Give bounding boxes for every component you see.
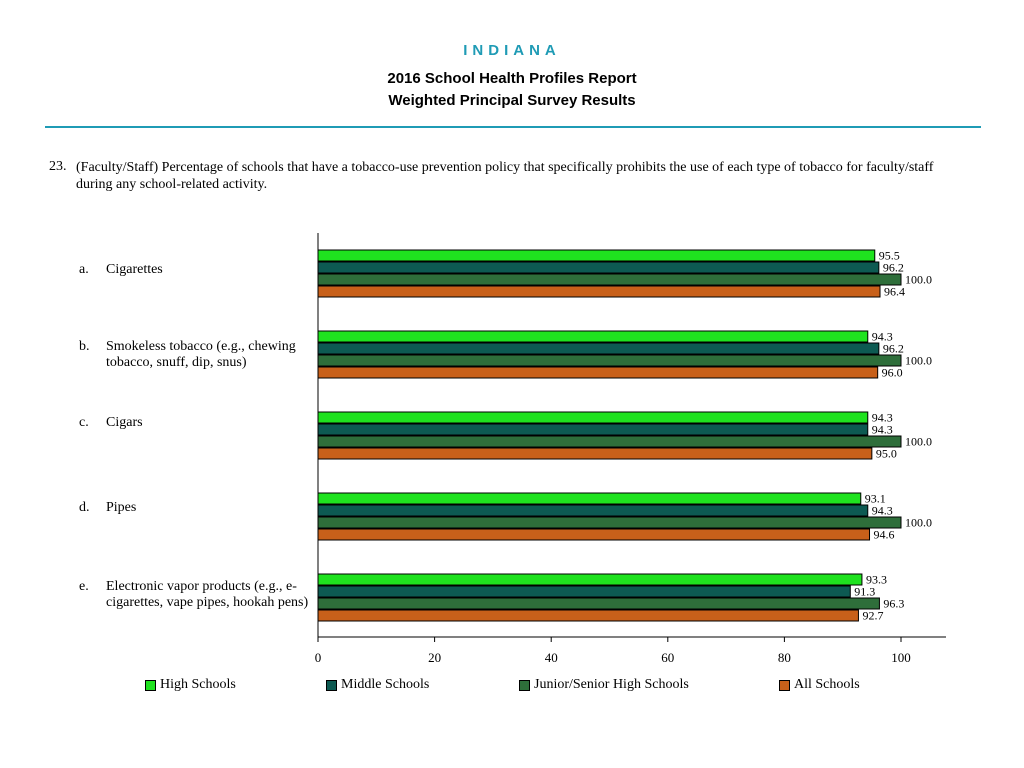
report-subtitle: Weighted Principal Survey Results xyxy=(388,92,636,109)
category-label: Smokeless tobacco (e.g., chewing tobacco… xyxy=(106,339,296,370)
category-letter: a. xyxy=(79,262,89,277)
bar-value-label: 94.3 xyxy=(872,411,893,425)
bar xyxy=(317,597,880,610)
bar xyxy=(317,330,869,343)
legend-label: All Schools xyxy=(794,677,860,692)
report-title: 2016 School Health Profiles Report xyxy=(387,70,637,87)
bar-value-label: 96.4 xyxy=(884,285,905,299)
bar xyxy=(317,573,863,586)
category-label: Cigars xyxy=(106,415,143,430)
bar xyxy=(317,261,880,274)
bar xyxy=(317,585,851,598)
bar xyxy=(317,354,902,367)
bar-value-label: 100.0 xyxy=(905,354,932,368)
legend-label: Middle Schools xyxy=(341,677,430,692)
bar xyxy=(317,249,876,262)
x-tick-label: 0 xyxy=(315,650,322,665)
bar-value-label: 96.2 xyxy=(883,342,904,356)
legend-swatch xyxy=(145,679,156,691)
legend-item: All Schools xyxy=(779,677,860,693)
bar-value-label: 96.0 xyxy=(882,366,903,380)
bar xyxy=(317,411,869,424)
category-letter: d. xyxy=(79,500,90,515)
bar-value-label: 96.3 xyxy=(883,597,904,611)
bar xyxy=(317,273,902,286)
question-number: 23. xyxy=(49,159,67,174)
bar-value-label: 91.3 xyxy=(854,585,875,599)
bar-value-label: 94.6 xyxy=(874,528,895,542)
header-divider xyxy=(45,126,981,128)
bar-value-label: 92.7 xyxy=(862,609,883,623)
question-text: (Faculty/Staff) Percentage of schools th… xyxy=(76,160,934,192)
bar-value-label: 100.0 xyxy=(905,516,932,530)
bar-value-label: 93.3 xyxy=(866,573,887,587)
category-label: Electronic vapor products (e.g., e-cigar… xyxy=(106,579,309,610)
bar-value-label: 94.3 xyxy=(872,504,893,518)
category-letter: b. xyxy=(79,339,90,354)
legend-item: Middle Schools xyxy=(326,677,429,693)
x-tick-label: 40 xyxy=(545,650,558,665)
bar-value-label: 94.3 xyxy=(872,330,893,344)
bar-value-label: 96.2 xyxy=(883,261,904,275)
legend-label: High Schools xyxy=(160,677,236,692)
legend-swatch xyxy=(519,679,530,691)
bar xyxy=(317,528,871,541)
category-letter: e. xyxy=(79,579,89,594)
x-tick-label: 80 xyxy=(778,650,791,665)
legend-label: Junior/Senior High Schools xyxy=(534,677,689,692)
bar xyxy=(317,285,881,298)
bar xyxy=(317,609,859,622)
bar xyxy=(317,492,862,505)
bar-value-label: 100.0 xyxy=(905,435,932,449)
bar-value-label: 95.5 xyxy=(879,249,900,263)
legend-item: Junior/Senior High Schools xyxy=(519,677,689,693)
legend-item: High Schools xyxy=(145,677,236,693)
bar xyxy=(317,435,902,448)
category-label: Pipes xyxy=(106,500,137,515)
legend-swatch xyxy=(779,679,790,691)
x-tick-label: 100 xyxy=(891,650,911,665)
bar xyxy=(317,516,902,529)
bar-value-label: 94.3 xyxy=(872,423,893,437)
bar xyxy=(317,342,880,355)
state-name: INDIANA xyxy=(463,42,561,59)
bar-value-label: 95.0 xyxy=(876,447,897,461)
bar-value-label: 100.0 xyxy=(905,273,932,287)
x-tick-label: 60 xyxy=(661,650,674,665)
category-letter: c. xyxy=(79,415,89,430)
bar xyxy=(317,423,869,436)
bar xyxy=(317,447,873,460)
bar xyxy=(317,366,879,379)
bar xyxy=(317,504,869,517)
bar-value-label: 93.1 xyxy=(865,492,886,506)
legend-swatch xyxy=(326,679,337,691)
x-tick-label: 20 xyxy=(428,650,441,665)
category-label: Cigarettes xyxy=(106,262,163,277)
